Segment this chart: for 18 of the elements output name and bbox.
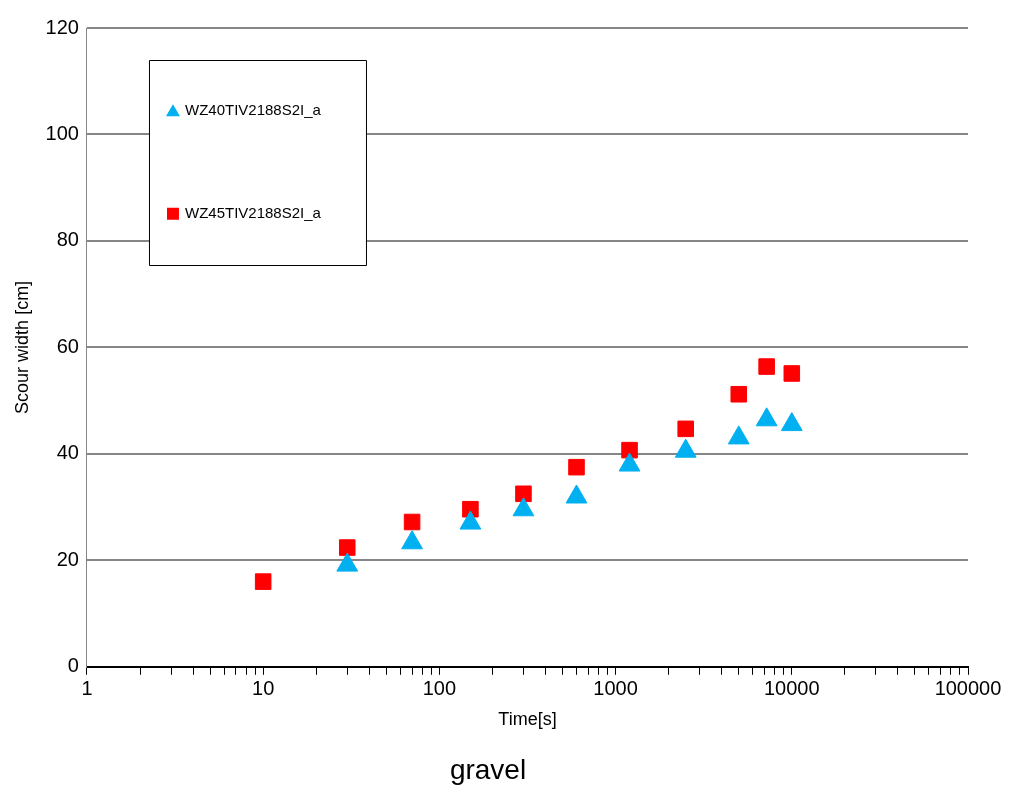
- y-tick-label: 100: [45, 121, 79, 144]
- text: gravel: [449, 753, 527, 785]
- y-tick-label: 20: [56, 547, 79, 570]
- y-tick-label: 80: [56, 228, 79, 251]
- x-tick-label: 10: [252, 677, 275, 700]
- x-tick-label: 1000: [593, 677, 638, 700]
- y-axis-title: Scour width [cm]: [11, 280, 32, 414]
- y-tick-label: 60: [56, 334, 79, 357]
- y-tick-label: 40: [56, 441, 79, 464]
- legend-label: WZ40TIV2188S2I_a: [184, 101, 322, 119]
- x-axis-title: Time[s]: [498, 708, 557, 729]
- legend-label: WZ45TIV2188S2I_a: [184, 203, 322, 221]
- x-tick-label: 10000: [763, 677, 820, 700]
- x-tick-label: 100: [422, 677, 457, 700]
- y-tick-label: 0: [67, 654, 79, 677]
- x-tick-label: 1: [81, 677, 93, 700]
- y-tick-label: 120: [45, 15, 79, 38]
- x-tick-label: 100000: [934, 677, 1002, 700]
